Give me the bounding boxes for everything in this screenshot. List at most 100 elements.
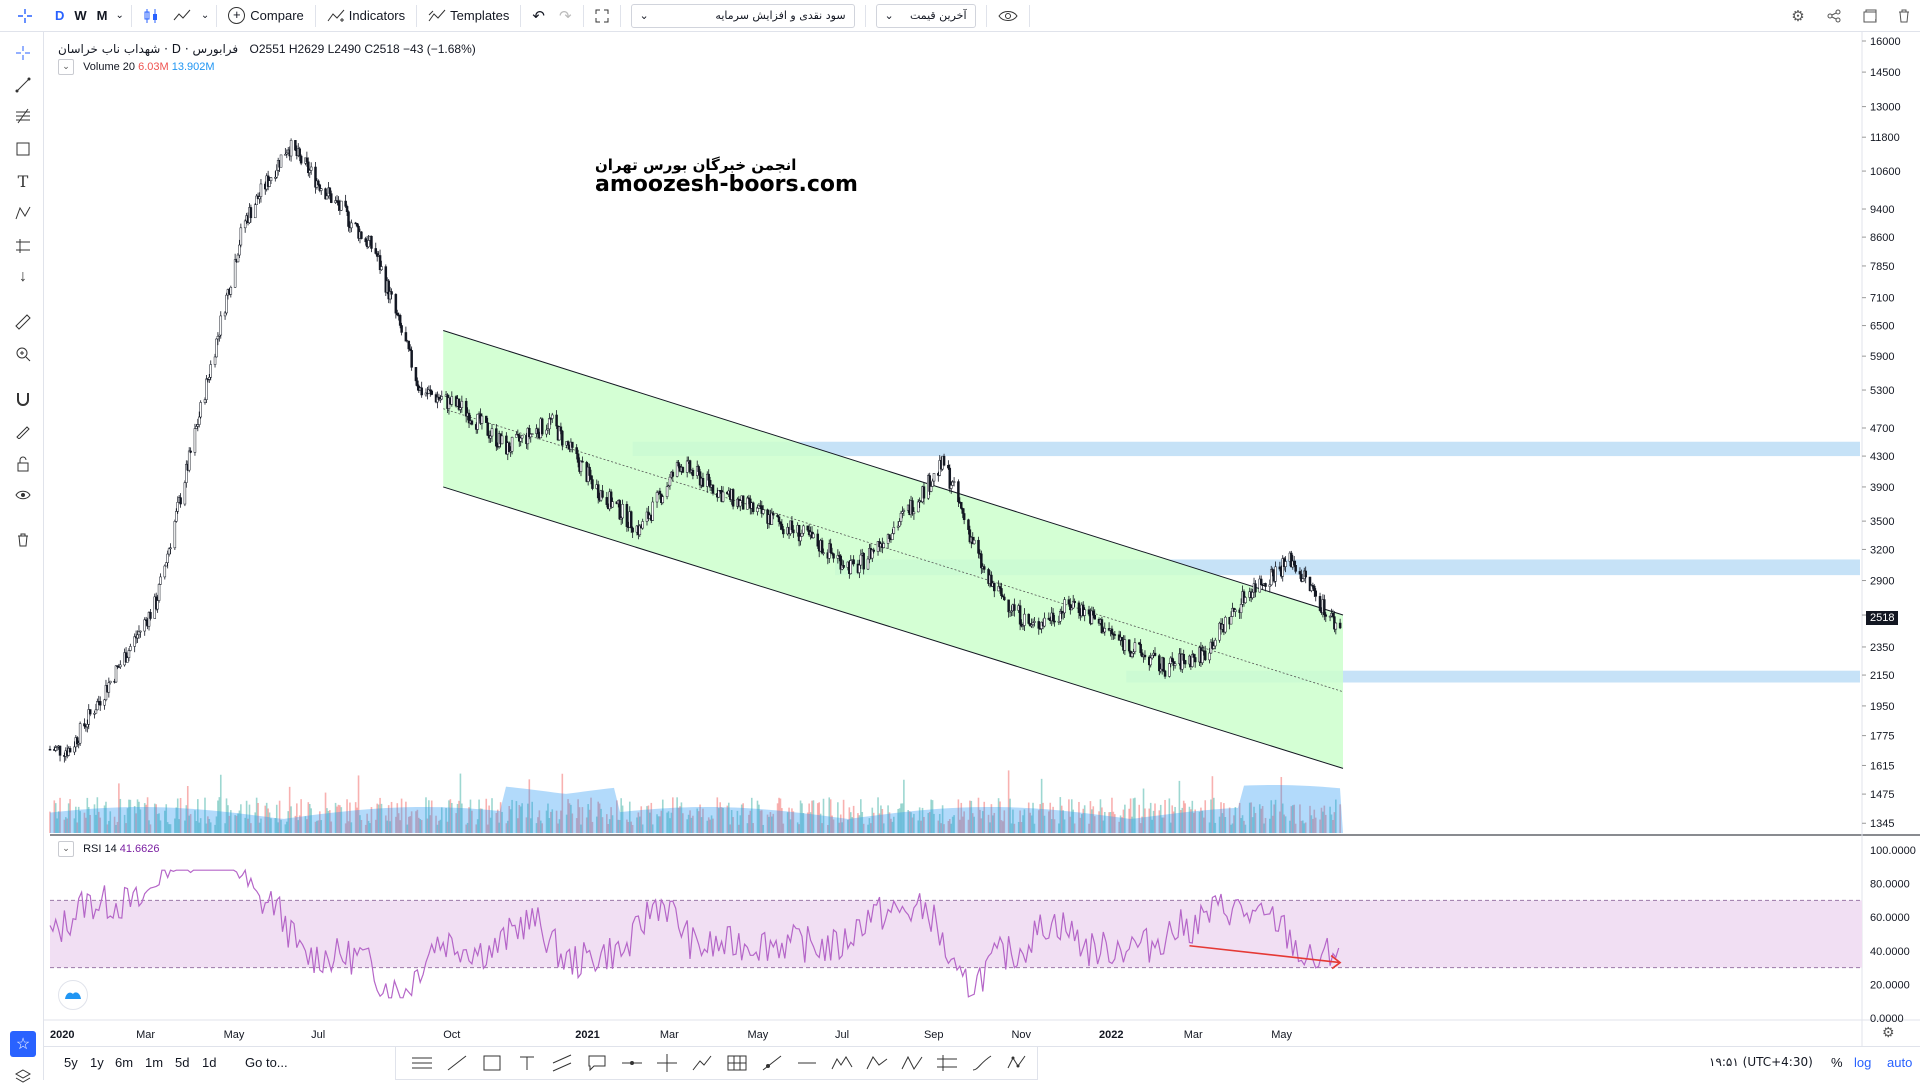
text-tool-icon[interactable]: T: [17, 171, 29, 191]
eye-icon[interactable]: [991, 0, 1025, 32]
collapse-chevron-icon[interactable]: ⌄: [58, 841, 74, 858]
xabcd-pattern-icon[interactable]: [1005, 1053, 1029, 1073]
dividends-dropdown[interactable]: ⌄ سود نقدی و افزایش سرمایه: [630, 3, 855, 28]
compare-button[interactable]: + Compare: [221, 0, 310, 32]
horizontal-lines-icon[interactable]: [410, 1053, 434, 1073]
fullscreen-icon[interactable]: [588, 0, 616, 32]
candle-body: [1007, 599, 1010, 613]
goto-button[interactable]: Go to...: [245, 1055, 288, 1070]
chevron-down-icon[interactable]: ⌄: [115, 10, 124, 21]
undo-icon[interactable]: ↶: [532, 7, 545, 25]
trend-line-tool-icon[interactable]: [445, 1053, 469, 1073]
pattern-tool-icon[interactable]: [12, 202, 34, 224]
candle-body: [325, 195, 329, 200]
trend-line-icon[interactable]: [12, 74, 34, 96]
time-axis-label: Oct: [443, 1029, 460, 1041]
range-1d[interactable]: 1d: [202, 1055, 217, 1070]
rectangle-tool-icon[interactable]: [12, 138, 34, 160]
volume-bar: [416, 809, 419, 833]
text-tool-icon[interactable]: [515, 1053, 539, 1073]
stay-in-drawing-icon[interactable]: [12, 420, 34, 442]
candle-body: [1057, 620, 1061, 623]
clock-timezone[interactable]: ۱۹:۵۱ (UTC+4:30): [1709, 1055, 1813, 1069]
candle-body: [790, 520, 794, 531]
settings-gear-icon[interactable]: ⚙: [1882, 1024, 1895, 1040]
candle-body: [711, 484, 715, 494]
cross-line-icon[interactable]: [655, 1053, 679, 1073]
log-toggle[interactable]: log: [1854, 1055, 1872, 1070]
symbol-title[interactable]: شهداب ناب خراسان · D · فرابورس: [58, 42, 239, 56]
candle-body: [528, 428, 531, 438]
volume-bar: [227, 805, 229, 833]
triangle-pattern-icon[interactable]: [900, 1053, 924, 1073]
abcd-pattern-icon[interactable]: [865, 1053, 889, 1073]
ray-tool-icon[interactable]: [760, 1053, 784, 1073]
volume-bar: [407, 816, 410, 833]
range-5d[interactable]: 5d: [175, 1055, 190, 1070]
resolution-d[interactable]: D: [55, 8, 65, 23]
candle-body: [307, 161, 310, 174]
resolution-m[interactable]: M: [96, 8, 108, 23]
snapshot-icon[interactable]: [1853, 0, 1887, 32]
candle-body: [800, 532, 804, 537]
crosshair-tool-icon[interactable]: [12, 42, 34, 64]
volume-bar: [397, 813, 400, 833]
candle-body: [751, 502, 755, 512]
hide-drawings-eye-icon[interactable]: [12, 484, 34, 506]
volume-bar: [961, 816, 964, 833]
collapse-chevron-icon[interactable]: ⌄: [58, 59, 74, 76]
magnet-icon[interactable]: [12, 388, 34, 410]
horizontal-segment-icon[interactable]: [795, 1053, 819, 1073]
ruler-icon[interactable]: [12, 311, 34, 333]
volume-bar: [606, 814, 608, 833]
range-1y[interactable]: 1y: [90, 1055, 104, 1070]
fib-tool-icon[interactable]: [12, 105, 34, 127]
indicators-button[interactable]: Indicators: [320, 0, 412, 32]
rsi-axis-label: 60.0000: [1870, 912, 1910, 924]
trash-icon[interactable]: [1887, 0, 1920, 32]
zoom-in-icon[interactable]: [12, 343, 34, 365]
range-5y[interactable]: 5y: [64, 1055, 78, 1070]
candle-body: [500, 435, 504, 445]
chevron-down-icon[interactable]: ⌄: [200, 10, 210, 21]
arrow-down-icon[interactable]: ↓: [19, 268, 27, 285]
brush-icon[interactable]: [970, 1053, 994, 1073]
percent-toggle[interactable]: %: [1831, 1055, 1843, 1070]
volume-bar: [214, 824, 216, 833]
share-icon[interactable]: [1817, 0, 1851, 32]
candle-body: [430, 390, 433, 395]
line-style-icon[interactable]: [166, 0, 198, 32]
redo-icon[interactable]: ↷: [558, 7, 572, 25]
path-tool-icon[interactable]: [690, 1053, 714, 1073]
elliott-wave-icon[interactable]: [830, 1053, 854, 1073]
favorites-star-icon[interactable]: ☆: [10, 1031, 36, 1057]
long-position-icon[interactable]: [935, 1053, 959, 1073]
candles-style-icon[interactable]: [136, 0, 166, 32]
price-source-dropdown[interactable]: ⌄ آخرین قیمت: [875, 3, 976, 28]
resolution-w[interactable]: W: [74, 8, 87, 23]
volume-bar: [1191, 800, 1194, 833]
parallel-channel-icon[interactable]: [550, 1053, 574, 1073]
templates-button[interactable]: Templates: [421, 0, 516, 32]
volume-bar: [396, 803, 399, 833]
horizontal-ray-icon[interactable]: [620, 1053, 644, 1073]
tradingview-logo-icon[interactable]: [58, 980, 88, 1010]
volume-bar: [709, 819, 711, 833]
rectangle-tool-icon[interactable]: [480, 1053, 504, 1073]
grid-tool-icon[interactable]: [725, 1053, 749, 1073]
crosshair-icon[interactable]: [0, 0, 50, 32]
volume-bar: [1313, 809, 1316, 833]
lock-icon[interactable]: [12, 453, 34, 475]
settings-gear-icon[interactable]: ⚙: [1791, 8, 1805, 25]
callout-icon[interactable]: [585, 1053, 609, 1073]
range-1m[interactable]: 1m: [145, 1055, 164, 1070]
candle-body: [1170, 657, 1174, 662]
candle-body: [1301, 578, 1305, 582]
auto-toggle[interactable]: auto: [1887, 1055, 1913, 1070]
range-6m[interactable]: 6m: [115, 1055, 134, 1070]
prediction-tool-icon[interactable]: [12, 235, 34, 257]
remove-drawings-trash-icon[interactable]: [12, 529, 34, 551]
time-axis-label: Mar: [660, 1029, 679, 1041]
volume-bar: [1073, 823, 1076, 833]
